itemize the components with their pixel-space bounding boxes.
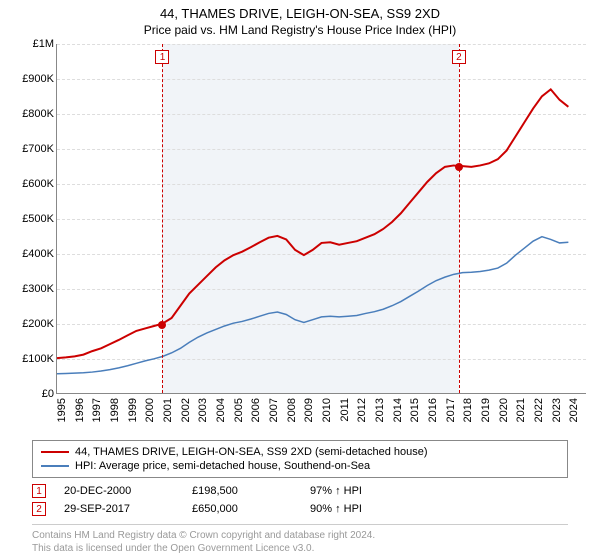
- y-tick-label: £1M: [33, 38, 54, 50]
- x-axis: 1995199619971998199920002001200220032004…: [56, 394, 586, 414]
- sale-dot: [455, 163, 463, 171]
- footer-line-1: Contains HM Land Registry data © Crown c…: [32, 529, 568, 542]
- chart-area: £0 £100K £200K £300K £400K £500K £600K £700K £80…: [8, 44, 592, 414]
- legend: 44, THAMES DRIVE, LEIGH-ON-SEA, SS9 2XD …: [32, 440, 568, 478]
- sale-marker: 2: [32, 502, 46, 516]
- x-tick-label: 2019: [480, 398, 492, 422]
- x-tick-label: 2016: [427, 398, 439, 422]
- x-tick-label: 2010: [321, 398, 333, 422]
- x-tick-label: 2001: [162, 398, 174, 422]
- x-tick-label: 1995: [56, 398, 68, 422]
- x-tick-label: 2006: [250, 398, 262, 422]
- sale-pct: 90% ↑ HPI: [310, 503, 390, 515]
- chart-subtitle: Price paid vs. HM Land Registry's House …: [0, 21, 600, 41]
- footer: Contains HM Land Registry data © Crown c…: [32, 524, 568, 555]
- x-tick-label: 2002: [180, 398, 192, 422]
- y-tick-label: £700K: [22, 143, 54, 155]
- marker-box: 2: [452, 50, 466, 64]
- sale-dot: [158, 321, 166, 329]
- sale-price: £650,000: [192, 503, 292, 515]
- sale-marker: 1: [32, 484, 46, 498]
- y-tick-label: £900K: [22, 73, 54, 85]
- x-tick-label: 2011: [339, 398, 351, 422]
- y-tick-label: £500K: [22, 213, 54, 225]
- y-tick-label: £600K: [22, 178, 54, 190]
- legend-row: HPI: Average price, semi-detached house,…: [41, 459, 559, 473]
- sale-row: 1 20-DEC-2000 £198,500 97% ↑ HPI: [32, 482, 568, 500]
- x-tick-label: 1996: [74, 398, 86, 422]
- x-tick-label: 2003: [197, 398, 209, 422]
- y-tick-label: £300K: [22, 283, 54, 295]
- x-tick-label: 2017: [445, 398, 457, 422]
- marker-box: 1: [155, 50, 169, 64]
- x-tick-label: 2015: [409, 398, 421, 422]
- x-tick-label: 2009: [303, 398, 315, 422]
- marker-line: [162, 44, 163, 393]
- x-tick-label: 2020: [498, 398, 510, 422]
- line-svg: [57, 44, 586, 393]
- chart-title: 44, THAMES DRIVE, LEIGH-ON-SEA, SS9 2XD: [0, 0, 600, 21]
- x-tick-label: 2021: [515, 398, 527, 422]
- series-line-property: [57, 89, 568, 358]
- x-tick-label: 2012: [356, 398, 368, 422]
- legend-swatch: [41, 465, 69, 467]
- legend-label: HPI: Average price, semi-detached house,…: [75, 460, 370, 472]
- sale-date: 20-DEC-2000: [64, 485, 174, 497]
- y-tick-label: £200K: [22, 318, 54, 330]
- sale-row: 2 29-SEP-2017 £650,000 90% ↑ HPI: [32, 500, 568, 518]
- x-tick-label: 2013: [374, 398, 386, 422]
- legend-swatch: [41, 451, 69, 453]
- footer-line-2: This data is licensed under the Open Gov…: [32, 542, 568, 555]
- legend-label: 44, THAMES DRIVE, LEIGH-ON-SEA, SS9 2XD …: [75, 446, 428, 458]
- x-tick-label: 2022: [533, 398, 545, 422]
- sale-date: 29-SEP-2017: [64, 503, 174, 515]
- x-tick-label: 2023: [551, 398, 563, 422]
- chart-container: { "title": "44, THAMES DRIVE, LEIGH-ON-S…: [0, 0, 600, 560]
- x-tick-label: 2008: [286, 398, 298, 422]
- plot-area: 12: [56, 44, 586, 394]
- x-tick-label: 2000: [144, 398, 156, 422]
- x-tick-label: 2024: [568, 398, 580, 422]
- x-tick-label: 1997: [91, 398, 103, 422]
- x-tick-label: 1999: [127, 398, 139, 422]
- sales-table: 1 20-DEC-2000 £198,500 97% ↑ HPI 2 29-SEP-201…: [32, 482, 568, 518]
- x-tick-label: 2005: [233, 398, 245, 422]
- y-tick-label: £100K: [22, 353, 54, 365]
- y-tick-label: £400K: [22, 248, 54, 260]
- y-axis: £0£100K£200K£300K£400K£500K£600K£700K£80…: [8, 44, 56, 394]
- series-line-hpi: [57, 237, 568, 374]
- x-tick-label: 2014: [392, 398, 404, 422]
- marker-line: [459, 44, 460, 393]
- y-tick-label: £800K: [22, 108, 54, 120]
- x-tick-label: 2004: [215, 398, 227, 422]
- x-tick-label: 1998: [109, 398, 121, 422]
- y-tick-label: £0: [42, 388, 54, 400]
- sale-price: £198,500: [192, 485, 292, 497]
- x-tick-label: 2018: [462, 398, 474, 422]
- sale-pct: 97% ↑ HPI: [310, 485, 390, 497]
- x-tick-label: 2007: [268, 398, 280, 422]
- legend-row: 44, THAMES DRIVE, LEIGH-ON-SEA, SS9 2XD …: [41, 445, 559, 459]
